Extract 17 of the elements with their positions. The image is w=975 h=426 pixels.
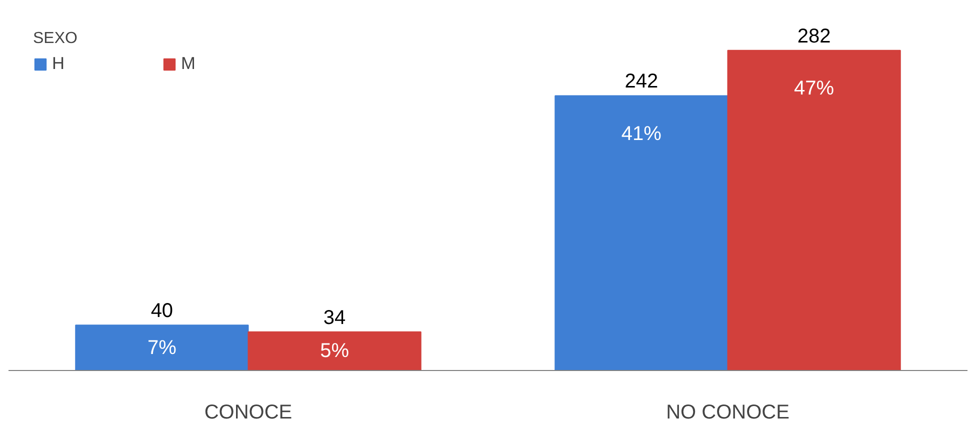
bar <box>75 324 249 370</box>
bar <box>248 331 422 370</box>
x-tick-label: NO CONOCE <box>666 402 790 424</box>
legend-title: SEXO <box>33 30 78 48</box>
legend-label: H <box>52 53 66 74</box>
annotation: 7% <box>147 336 177 359</box>
data-label: 282 <box>797 25 831 48</box>
annotation: 47% <box>794 78 834 100</box>
x-tick-label: CONOCE <box>204 402 292 424</box>
data-label: 34 <box>323 306 346 329</box>
bar <box>727 50 901 370</box>
data-label: 242 <box>624 70 658 93</box>
data-label: 40 <box>150 300 174 322</box>
annotation: 41% <box>621 123 662 146</box>
legend-label: M <box>181 53 196 74</box>
bar <box>554 95 728 370</box>
annotation: 5% <box>320 340 350 362</box>
